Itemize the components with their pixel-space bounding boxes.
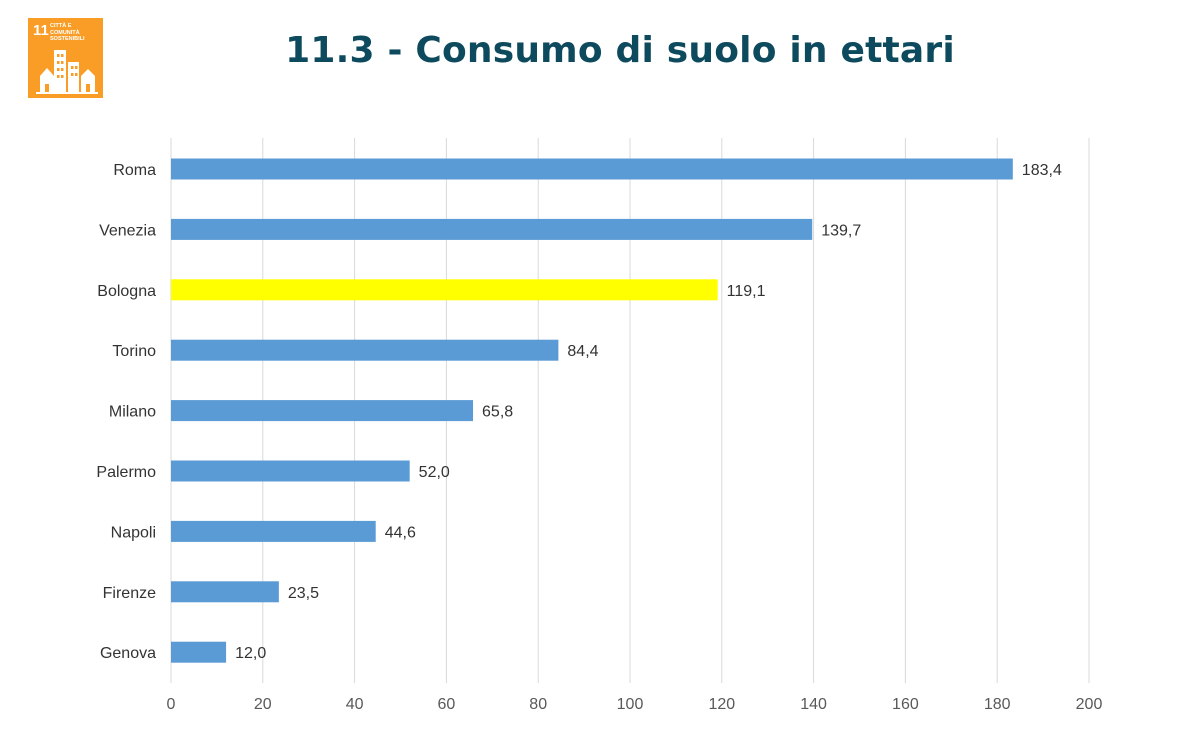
category-label: Torino (112, 343, 156, 360)
x-tick-label: 120 (708, 696, 735, 713)
value-labels: 183,4 139,7 119,1 84,4 65,8 52,0 44,6 23,5 12,0 (235, 162, 1062, 662)
category-label: Firenze (103, 585, 156, 602)
sdg-logo-number: 11 (33, 22, 49, 39)
value-label: 23,5 (288, 585, 319, 602)
bar-milano (171, 400, 474, 422)
x-tick-label: 180 (984, 696, 1011, 713)
value-label: 183,4 (1022, 162, 1062, 179)
category-label: Roma (113, 162, 156, 179)
x-tick-label: 60 (438, 696, 456, 713)
category-label: Bologna (97, 283, 156, 300)
bar-roma (171, 158, 1013, 180)
x-tick-label: 0 (167, 696, 176, 713)
value-label: 52,0 (419, 464, 450, 481)
category-label: Genova (100, 645, 156, 662)
x-axis-ticks: 0 20 40 60 80 100 120 140 160 180 200 (167, 696, 1103, 713)
category-label: Milano (109, 404, 156, 421)
bars (171, 158, 1013, 663)
x-tick-label: 160 (892, 696, 919, 713)
city-buildings-icon (36, 50, 98, 94)
bar-palermo (171, 460, 410, 482)
x-tick-label: 200 (1076, 696, 1103, 713)
x-tick-label: 40 (346, 696, 364, 713)
x-tick-label: 20 (254, 696, 272, 713)
value-label: 84,4 (567, 343, 598, 360)
bar-torino (171, 339, 559, 361)
bar-bologna (171, 279, 718, 301)
category-label: Napoli (111, 524, 156, 541)
category-labels: Roma Venezia Bologna Torino Milano Palermo Nap… (96, 162, 156, 662)
value-label: 44,6 (385, 524, 416, 541)
value-label: 65,8 (482, 404, 513, 421)
bar-napoli (171, 520, 376, 542)
value-label: 139,7 (821, 222, 861, 239)
category-label: Palermo (96, 464, 156, 481)
value-label: 12,0 (235, 645, 266, 662)
x-tick-label: 140 (800, 696, 827, 713)
page-title: 11.3 - Consumo di suolo in ettari (285, 30, 955, 71)
x-tick-label: 80 (529, 696, 547, 713)
value-label: 119,1 (727, 283, 766, 300)
category-label: Venezia (99, 222, 156, 239)
x-tick-label: 100 (617, 696, 644, 713)
bar-venezia (171, 218, 813, 240)
sdg-11-logo: 11 Città e comunità sostenibili (28, 18, 103, 98)
bar-firenze (171, 581, 279, 603)
sdg-logo-text: Città e comunità sostenibili (50, 23, 85, 42)
bar-genova (171, 641, 227, 663)
